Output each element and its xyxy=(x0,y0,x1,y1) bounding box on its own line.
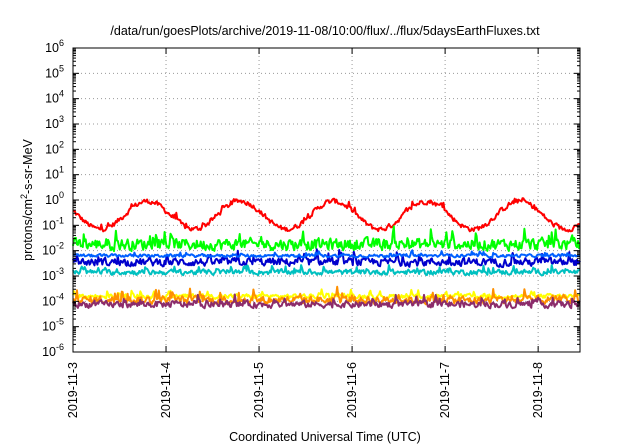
y-tick-label: 104 xyxy=(45,89,64,106)
x-tick-label: 2019-11-5 xyxy=(252,362,266,418)
series-line xyxy=(72,264,581,277)
y-tick-exponent: 6 xyxy=(59,38,64,48)
y-tick-label: 10-3 xyxy=(42,266,64,283)
y-tick-label: 10-5 xyxy=(42,317,64,334)
y-tick-base: 10 xyxy=(45,193,59,207)
axes xyxy=(72,47,581,353)
y-tick-exponent: -6 xyxy=(56,342,64,352)
y-tick-label: 10-1 xyxy=(42,215,64,232)
y-axis-label-exp: 2 xyxy=(19,194,29,199)
y-tick-label: 10-4 xyxy=(42,291,64,308)
y-tick-label: 106 xyxy=(45,38,64,55)
y-tick-label: 10-2 xyxy=(42,241,64,258)
series-line xyxy=(72,197,581,233)
y-tick-base: 10 xyxy=(42,244,56,258)
y-axis-label-rest: -s-sr-MeV xyxy=(21,138,35,194)
y-tick-base: 10 xyxy=(42,320,56,334)
y-tick-base: 10 xyxy=(45,117,59,131)
y-tick-labels: 10-610-510-410-310-210-11001011021031041… xyxy=(42,38,64,359)
series-line xyxy=(72,285,581,306)
y-tick-exponent: -1 xyxy=(56,215,64,225)
y-tick-exponent: -5 xyxy=(56,317,64,327)
y-tick-base: 10 xyxy=(42,294,56,308)
y-tick-label: 105 xyxy=(45,63,64,80)
x-tick-labels: 2019-11-3 2019-11-4 2019-11-5 2019-11-6 2019… xyxy=(66,362,545,418)
y-tick-label: 102 xyxy=(45,139,64,156)
series-line xyxy=(72,249,581,259)
plot-frame xyxy=(72,47,581,353)
y-axis-label-base: protons/cm xyxy=(21,199,35,261)
y-tick-exponent: -3 xyxy=(56,266,64,276)
chart-title: /data/run/goesPlots/archive/2019-11-08/1… xyxy=(110,24,540,38)
series-line xyxy=(72,248,581,269)
y-tick-base: 10 xyxy=(45,66,59,80)
y-tick-label: 10-6 xyxy=(42,342,64,359)
y-tick-exponent: -2 xyxy=(56,241,64,251)
grid xyxy=(73,48,580,352)
x-tick-label: 2019-11-7 xyxy=(438,362,452,418)
series-line xyxy=(72,293,581,310)
y-tick-exponent: 0 xyxy=(59,190,64,200)
y-tick-exponent: 4 xyxy=(59,89,64,99)
x-tick-label: 2019-11-3 xyxy=(66,362,80,418)
y-tick-base: 10 xyxy=(45,41,59,55)
y-tick-exponent: 3 xyxy=(59,114,64,124)
y-tick-base: 10 xyxy=(42,218,56,232)
y-tick-exponent: -4 xyxy=(56,291,64,301)
x-tick-label: 2019-11-6 xyxy=(345,362,359,418)
y-tick-base: 10 xyxy=(42,345,56,359)
y-tick-label: 100 xyxy=(45,190,64,207)
y-tick-base: 10 xyxy=(45,142,59,156)
x-tick-label: 2019-11-8 xyxy=(531,362,545,418)
series-layer xyxy=(72,197,581,310)
y-tick-exponent: 2 xyxy=(59,139,64,149)
y-axis-label: protons/cm2-s-sr-MeV xyxy=(19,138,35,260)
y-tick-base: 10 xyxy=(45,168,59,182)
y-tick-base: 10 xyxy=(42,269,56,283)
series-line xyxy=(72,225,581,253)
x-axis-label: Coordinated Universal Time (UTC) xyxy=(229,430,421,444)
y-tick-base: 10 xyxy=(45,92,59,106)
y-tick-label: 101 xyxy=(45,165,64,182)
y-tick-exponent: 5 xyxy=(59,63,64,73)
y-tick-label: 103 xyxy=(45,114,64,131)
y-tick-exponent: 1 xyxy=(59,165,64,175)
x-tick-label: 2019-11-4 xyxy=(159,362,173,418)
